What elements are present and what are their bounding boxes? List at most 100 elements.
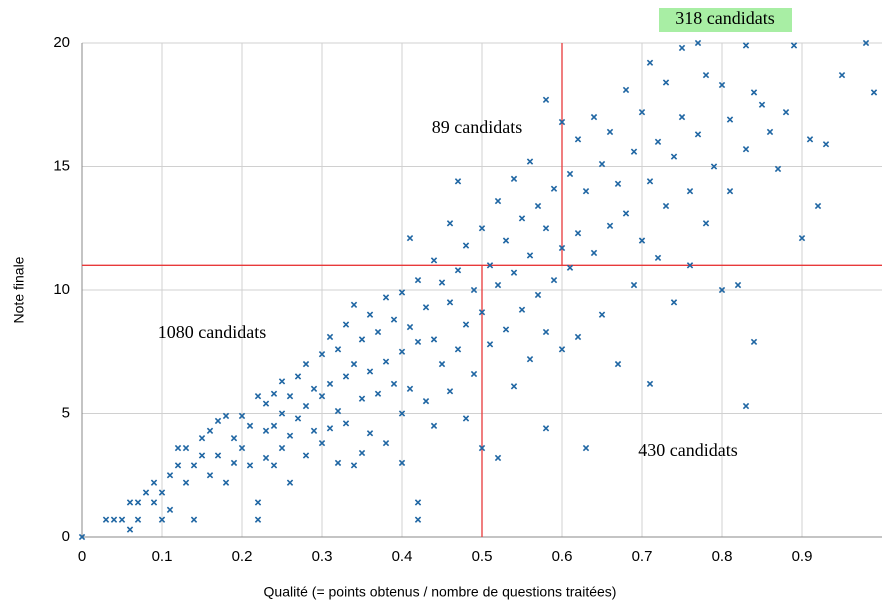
point: [318, 393, 326, 400]
point: [518, 215, 526, 222]
point: [126, 526, 134, 533]
point: [214, 417, 222, 425]
point: [294, 373, 302, 380]
point: [358, 449, 366, 457]
point: [670, 299, 678, 306]
point: [534, 291, 542, 299]
point: [742, 146, 750, 153]
point: [614, 180, 622, 187]
point: [382, 358, 390, 365]
point: [758, 101, 766, 108]
point: [606, 128, 614, 136]
point: [150, 499, 158, 506]
point: [326, 425, 334, 432]
point: [422, 304, 430, 311]
point: [430, 336, 438, 343]
point: [590, 113, 598, 121]
point: [254, 393, 262, 400]
point: [686, 262, 694, 269]
point: [870, 89, 878, 96]
point: [326, 333, 334, 341]
point: [422, 397, 430, 405]
point: [622, 86, 630, 94]
point: [366, 430, 374, 437]
point: [446, 220, 454, 227]
point: [662, 202, 670, 210]
point: [646, 380, 654, 388]
point: [334, 407, 342, 415]
point: [286, 393, 294, 400]
y-tick-label: 10: [53, 281, 70, 298]
point: [270, 422, 278, 430]
point: [110, 516, 118, 523]
annotation: 1080 candidats: [158, 322, 266, 342]
point: [398, 289, 406, 296]
point: [542, 96, 550, 103]
point: [166, 472, 174, 479]
point: [486, 341, 494, 348]
point: [430, 257, 438, 264]
point: [270, 462, 278, 469]
point: [398, 348, 406, 355]
point: [390, 380, 398, 388]
point: [230, 435, 238, 442]
point: [238, 444, 246, 452]
point: [638, 108, 646, 116]
point: [414, 276, 422, 284]
point: [838, 71, 846, 79]
point: [662, 79, 670, 86]
point: [342, 420, 350, 427]
point: [462, 415, 470, 422]
point: [614, 360, 622, 368]
point: [798, 234, 806, 242]
point: [334, 346, 342, 353]
point: [678, 44, 686, 52]
point: [470, 370, 478, 378]
point: [718, 81, 726, 89]
point: [622, 210, 630, 217]
point: [654, 138, 662, 145]
point: [278, 444, 286, 452]
point: [374, 390, 382, 397]
point: [750, 89, 758, 96]
point: [518, 306, 526, 313]
point: [462, 321, 470, 328]
point: [182, 479, 190, 486]
point: [686, 188, 694, 195]
point: [150, 479, 158, 486]
point: [390, 316, 398, 323]
point: [318, 439, 326, 447]
point: [550, 185, 558, 192]
annotation: 89 candidats: [432, 117, 522, 137]
point: [302, 452, 310, 459]
point: [574, 333, 582, 341]
point: [118, 516, 126, 523]
point: [262, 427, 270, 434]
point: [702, 71, 710, 79]
point: [478, 444, 486, 452]
point: [806, 136, 814, 143]
point: [558, 118, 566, 126]
point: [598, 311, 606, 318]
point: [694, 131, 702, 138]
x-axis-label: Qualité (= points obtenus / nombre de qu…: [264, 584, 617, 600]
y-tick-label: 0: [62, 528, 70, 545]
point: [550, 276, 558, 284]
point: [142, 489, 150, 496]
point: [270, 390, 278, 397]
point: [534, 202, 542, 210]
point: [526, 355, 534, 363]
point: [318, 351, 326, 358]
point: [726, 188, 734, 195]
point: [670, 153, 678, 160]
point: [542, 328, 550, 336]
point: [382, 294, 390, 301]
point: [190, 462, 198, 469]
point: [454, 178, 462, 185]
point: [406, 323, 414, 331]
point: [470, 286, 478, 294]
point: [710, 163, 718, 170]
point: [262, 400, 270, 407]
point: [342, 373, 350, 380]
